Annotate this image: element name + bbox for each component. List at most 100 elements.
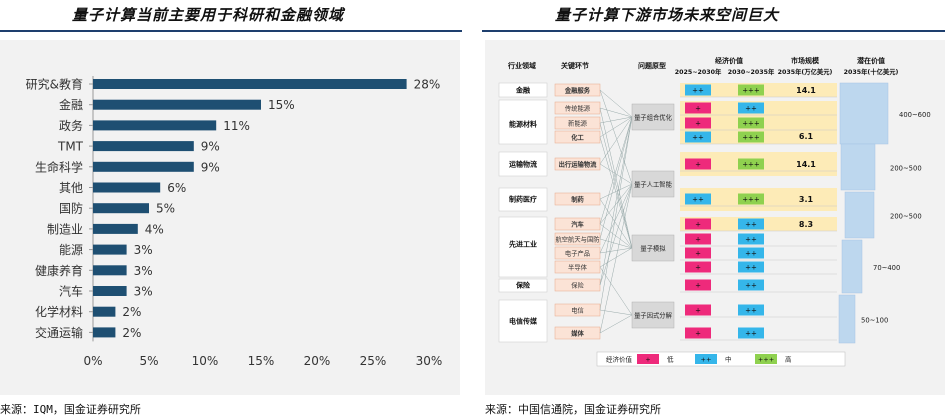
econ-b-cell bbox=[738, 261, 764, 273]
econ-b-value: +++ bbox=[742, 87, 760, 95]
connector-line bbox=[599, 198, 633, 249]
industry-label: 能源材料 bbox=[509, 120, 537, 129]
bar bbox=[93, 161, 194, 172]
link-label: 传统能源 bbox=[565, 104, 591, 113]
econ-b-value: ++ bbox=[745, 105, 757, 113]
potential-value: 200~500 bbox=[890, 213, 922, 221]
x-tick-label: 15% bbox=[248, 354, 275, 368]
econ-b-value: +++ bbox=[742, 134, 760, 142]
potential-value: 400~600 bbox=[899, 111, 931, 119]
link-label: 航空航天与国防 bbox=[555, 235, 599, 244]
potential-value: 70~400 bbox=[873, 264, 900, 272]
industry-label: 电信传媒 bbox=[509, 317, 538, 326]
category-label: 健康养育 bbox=[35, 263, 83, 278]
bar-value-label: 3% bbox=[134, 243, 153, 257]
connector-line bbox=[599, 116, 633, 165]
x-tick-label: 30% bbox=[416, 354, 443, 368]
header-potential-sub: 2035年(十亿美元) bbox=[844, 67, 899, 76]
right-title-rule bbox=[482, 30, 945, 32]
econ-a-cell bbox=[685, 218, 711, 230]
econ-a-value: + bbox=[695, 330, 701, 338]
econ-b-value: ++ bbox=[745, 282, 757, 290]
connector-line bbox=[599, 163, 633, 185]
link-label: 金融服务 bbox=[564, 86, 591, 95]
connector-line bbox=[599, 116, 633, 225]
connector-line bbox=[599, 223, 633, 249]
econ-a-cell bbox=[685, 158, 711, 170]
econ-a-cell bbox=[685, 261, 711, 273]
econ-a-cell bbox=[685, 327, 711, 339]
industry-cell bbox=[498, 216, 548, 278]
econ-a-cell bbox=[685, 131, 711, 143]
econ-a-value: + bbox=[695, 250, 701, 258]
potential-block bbox=[839, 82, 889, 145]
category-label: 研究&教育 bbox=[26, 77, 83, 92]
connector-line bbox=[599, 183, 633, 200]
link-label: 电信 bbox=[571, 306, 584, 315]
prototype-label: 量子模拟 bbox=[640, 244, 666, 253]
bar-value-label: 9% bbox=[201, 160, 220, 174]
left-chart-title: 量子计算当前主要用于科研和金融领域 bbox=[72, 6, 345, 24]
potential-value: 50~100 bbox=[861, 317, 888, 325]
econ-b-value: ++ bbox=[745, 264, 757, 272]
bar bbox=[93, 141, 194, 152]
connector-line bbox=[599, 116, 633, 138]
econ-b-cell bbox=[738, 279, 764, 291]
link-label: 化工 bbox=[571, 133, 584, 142]
prototype-box bbox=[631, 170, 675, 198]
prototype-box bbox=[631, 301, 675, 329]
header-econ: 经济价值 bbox=[715, 56, 743, 65]
econ-a-cell bbox=[685, 84, 711, 96]
header-industry: 行业领域 bbox=[507, 61, 536, 70]
link-label: 电子产品 bbox=[565, 249, 590, 258]
header-potential: 潜在价值 bbox=[857, 56, 885, 65]
econ-b-value: ++ bbox=[745, 307, 757, 315]
link-label: 媒体 bbox=[570, 329, 584, 338]
link-label: 出行运输物流 bbox=[559, 160, 597, 169]
prototype-label: 量子因式分解 bbox=[634, 311, 672, 320]
econ-b-value: ++ bbox=[745, 221, 757, 229]
econ-a-cell bbox=[685, 102, 711, 114]
category-label: 化学材料 bbox=[35, 304, 83, 319]
header-econ-a: 2025~2030年 bbox=[675, 67, 722, 76]
prototype-box bbox=[631, 234, 675, 262]
econ-b-cell bbox=[738, 247, 764, 259]
market-value: 8.3 bbox=[799, 220, 813, 229]
econ-a-value: + bbox=[695, 264, 701, 272]
category-label: 汽车 bbox=[59, 284, 83, 299]
bar bbox=[93, 99, 261, 110]
econ-a-cell bbox=[685, 247, 711, 259]
econ-b-value: +++ bbox=[742, 196, 760, 204]
header-econ-b: 2030~2035年 bbox=[728, 67, 775, 76]
bar bbox=[93, 182, 161, 193]
bar bbox=[93, 203, 149, 214]
bar bbox=[93, 223, 138, 234]
category-label: 政务 bbox=[59, 118, 83, 133]
econ-a-cell bbox=[685, 117, 711, 129]
bar-value-label: 2% bbox=[122, 326, 141, 340]
econ-b-value: ++ bbox=[745, 250, 757, 258]
bar-value-label: 11% bbox=[223, 119, 250, 133]
connector-line bbox=[599, 116, 633, 240]
link-label: 半导体 bbox=[568, 263, 588, 272]
link-label: 汽车 bbox=[571, 220, 584, 229]
bar bbox=[93, 265, 127, 276]
bar-value-label: 28% bbox=[414, 78, 441, 92]
bar bbox=[93, 79, 407, 89]
econ-a-value: + bbox=[695, 105, 701, 113]
prototype-label: 量子人工智能 bbox=[634, 180, 672, 189]
left-chart-panel: 研究&教育 28% 金融 15% 政务 11% TMT 9% 生命科学 9% 其他 6% 国防 5% 制造业… bbox=[0, 40, 460, 395]
econ-b-cell bbox=[738, 117, 764, 129]
econ-a-value: ++ bbox=[692, 134, 704, 142]
connector-line bbox=[599, 136, 633, 249]
potential-block bbox=[838, 294, 856, 344]
industry-cell bbox=[498, 82, 548, 98]
bar-value-label: 9% bbox=[201, 140, 220, 154]
x-tick-label: 25% bbox=[360, 354, 387, 368]
industry-cell bbox=[498, 151, 548, 177]
industry-label: 保险 bbox=[515, 281, 531, 290]
econ-a-value: + bbox=[695, 282, 701, 290]
x-tick-label: 10% bbox=[192, 354, 219, 368]
industry-cell bbox=[498, 278, 548, 293]
market-value: 14.1 bbox=[796, 86, 816, 95]
